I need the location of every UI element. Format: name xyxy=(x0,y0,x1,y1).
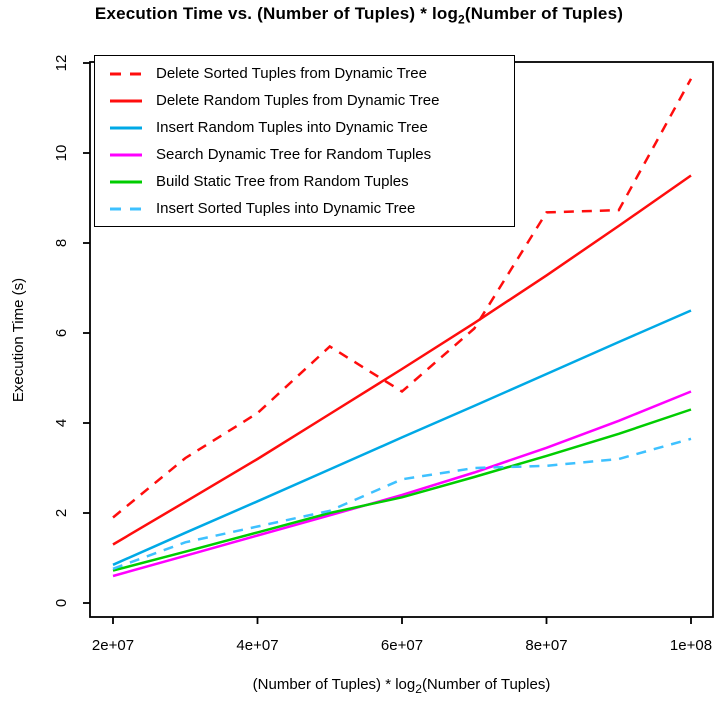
x-tick-label: 8e+07 xyxy=(525,637,567,654)
series-line-insert-sorted-tuples-into-dynamic-tree xyxy=(112,437,692,570)
y-axis-label: Execution Time (s) xyxy=(10,277,27,403)
legend-line-sample-icon xyxy=(110,180,142,183)
y-tick-label: 12 xyxy=(53,55,70,72)
series-lines xyxy=(112,78,693,578)
y-tick-label: 0 xyxy=(53,599,70,607)
legend-label: Search Dynamic Tree for Random Tuples xyxy=(156,146,432,163)
legend-line-sample-icon xyxy=(110,72,142,75)
x-axis-label-subscript: 2 xyxy=(415,682,422,696)
y-tick-label: 2 xyxy=(53,509,70,517)
series-line-build-static-tree-from-random-tuples xyxy=(112,408,692,572)
series-line-delete-sorted-tuples-from-dynamic-tree xyxy=(112,78,693,519)
legend-line-sample-icon xyxy=(110,99,142,102)
chart-title-subscript: 2 xyxy=(458,12,465,27)
legend: Delete Sorted Tuples from Dynamic Tree De… xyxy=(94,55,515,227)
legend-label: Delete Random Tuples from Dynamic Tree xyxy=(156,92,440,109)
chart-title-text: Execution Time vs. (Number of Tuples) * … xyxy=(94,4,459,23)
legend-label: Insert Random Tuples into Dynamic Tree xyxy=(156,119,428,136)
legend-item: Search Dynamic Tree for Random Tuples xyxy=(108,141,514,168)
legend-label: Insert Sorted Tuples into Dynamic Tree xyxy=(156,200,416,217)
legend-item: Insert Random Tuples into Dynamic Tree xyxy=(108,114,514,141)
x-tick-label: 6e+07 xyxy=(381,637,423,654)
legend-item: Delete Sorted Tuples from Dynamic Tree xyxy=(108,60,514,87)
y-tick-label: 6 xyxy=(53,329,70,337)
legend-label: Delete Sorted Tuples from Dynamic Tree xyxy=(156,65,427,82)
y-tick-label: 10 xyxy=(53,145,70,162)
x-tick-label: 4e+07 xyxy=(236,637,278,654)
series-line-delete-random-tuples-from-dynamic-tree xyxy=(112,174,692,546)
x-axis-label: (Number of Tuples) * log2(Number of Tupl… xyxy=(90,676,713,696)
legend-item: Delete Random Tuples from Dynamic Tree xyxy=(108,87,514,114)
x-tick-label: 1e+08 xyxy=(670,637,712,654)
series-line-search-dynamic-tree-for-random-tuples xyxy=(112,390,692,578)
legend-item: Build Static Tree from Random Tuples xyxy=(108,168,514,195)
series-line-insert-random-tuples-into-dynamic-tree xyxy=(112,309,692,566)
legend-line-sample-icon xyxy=(110,126,142,129)
legend-label: Build Static Tree from Random Tuples xyxy=(156,173,409,190)
x-tick-label: 2e+07 xyxy=(92,637,134,654)
x-axis-label-text: (Number of Tuples) * log xyxy=(252,676,416,693)
chart-title: Execution Time vs. (Number of Tuples) * … xyxy=(0,4,718,26)
x-axis-label-text-tail: (Number of Tuples) xyxy=(421,676,551,693)
axis-tick-labels: 2e+07 4e+07 6e+07 8e+07 1e+08 0 2 4 6 8 10 12 xyxy=(53,55,712,654)
legend-line-sample-icon xyxy=(110,207,142,210)
axis-ticks xyxy=(83,62,692,624)
y-tick-label: 4 xyxy=(53,419,70,427)
chart-title-text-tail: (Number of Tuples) xyxy=(464,4,624,23)
y-tick-label: 8 xyxy=(53,239,70,247)
legend-item: Insert Sorted Tuples into Dynamic Tree xyxy=(108,195,514,222)
legend-line-sample-icon xyxy=(110,153,142,156)
